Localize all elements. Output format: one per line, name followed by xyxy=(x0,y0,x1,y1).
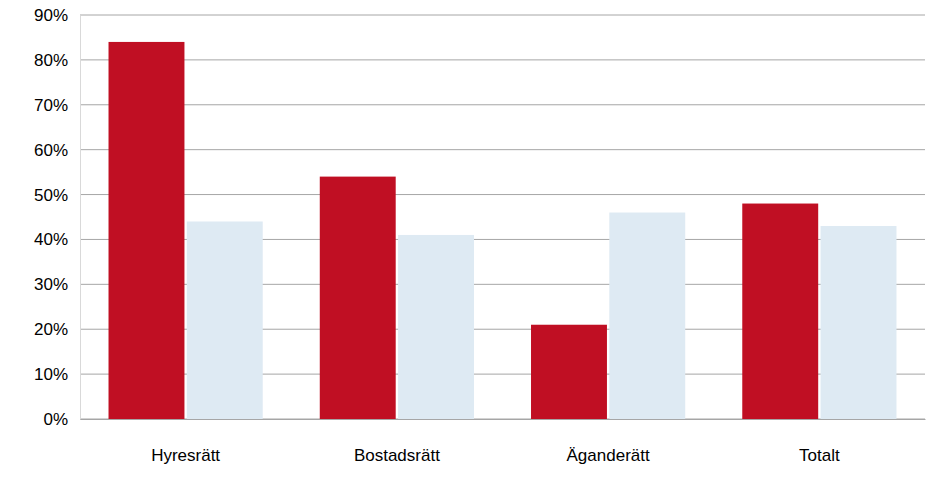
y-tick: 90% xyxy=(34,6,80,25)
x-tick-label: Hyresrätt xyxy=(151,446,220,465)
series xyxy=(109,42,819,419)
y-tick: 20% xyxy=(34,320,80,339)
grid-line xyxy=(80,104,925,105)
plot: 0% 10% 20% 30% 40% 50% 60% 70% 80% 90% Hyresrätt Bo… xyxy=(34,6,926,465)
grid-line xyxy=(80,59,925,60)
y-tick: 10% xyxy=(34,365,80,384)
x-tick-label: Totalt xyxy=(799,446,840,465)
y-tick-label: 80% xyxy=(34,51,68,70)
y-tick: 40% xyxy=(34,230,80,249)
bar xyxy=(609,213,685,419)
grid xyxy=(80,15,925,419)
x-axis: Hyresrätt Bostadsrätt Äganderätt Totalt xyxy=(81,419,926,465)
y-tick-label: 10% xyxy=(34,365,68,384)
y-tick: 60% xyxy=(34,141,80,160)
bar xyxy=(187,221,263,419)
x-tick-label: Bostadsrätt xyxy=(354,446,440,465)
y-tick: 30% xyxy=(34,275,80,294)
y-tick-label: 40% xyxy=(34,230,68,249)
grid-line xyxy=(80,149,925,150)
y-tick-label: 30% xyxy=(34,275,68,294)
grid-line xyxy=(80,15,925,16)
x-axis-line xyxy=(81,419,926,420)
x-tick: Hyresrätt xyxy=(151,419,220,465)
y-tick-label: 20% xyxy=(34,320,68,339)
x-tick-label: Äganderätt xyxy=(567,446,650,465)
bar xyxy=(531,325,607,419)
series xyxy=(187,213,897,419)
bar xyxy=(398,235,474,419)
x-tick: Totalt xyxy=(799,419,840,465)
y-tick-label: 50% xyxy=(34,185,68,204)
bar xyxy=(742,204,818,419)
chart: 0% 10% 20% 30% 40% 50% 60% 70% 80% 90% Hyresrätt Bo… xyxy=(0,0,931,484)
x-tick: Äganderätt xyxy=(567,419,650,465)
y-tick: 50% xyxy=(34,185,80,204)
bar xyxy=(821,226,897,419)
y-tick: 70% xyxy=(34,96,80,115)
grid-line xyxy=(80,194,925,195)
y-tick-label: 0% xyxy=(43,410,68,429)
y-axis: 0% 10% 20% 30% 40% 50% 60% 70% 80% 90% xyxy=(34,6,81,429)
bar xyxy=(109,42,185,419)
bar xyxy=(320,177,396,419)
y-tick-label: 60% xyxy=(34,141,68,160)
y-tick: 80% xyxy=(34,51,80,70)
y-tick: 0% xyxy=(43,410,80,429)
y-tick-label: 70% xyxy=(34,96,68,115)
x-tick: Bostadsrätt xyxy=(354,419,440,465)
y-tick-label: 90% xyxy=(34,6,68,25)
y-axis-line xyxy=(80,16,81,420)
bars xyxy=(109,42,897,419)
